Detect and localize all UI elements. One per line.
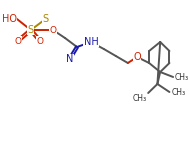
- Text: O: O: [14, 36, 21, 46]
- Text: O: O: [133, 52, 141, 62]
- Text: S: S: [43, 14, 49, 24]
- Text: CH₃: CH₃: [171, 87, 185, 96]
- Text: O: O: [36, 36, 44, 46]
- Text: O: O: [49, 25, 56, 35]
- Text: CH₃: CH₃: [175, 72, 189, 81]
- Text: NH: NH: [83, 37, 98, 47]
- Text: S: S: [28, 25, 34, 35]
- Text: HO: HO: [2, 14, 17, 24]
- Text: N: N: [66, 54, 73, 64]
- Text: CH₃: CH₃: [132, 94, 146, 103]
